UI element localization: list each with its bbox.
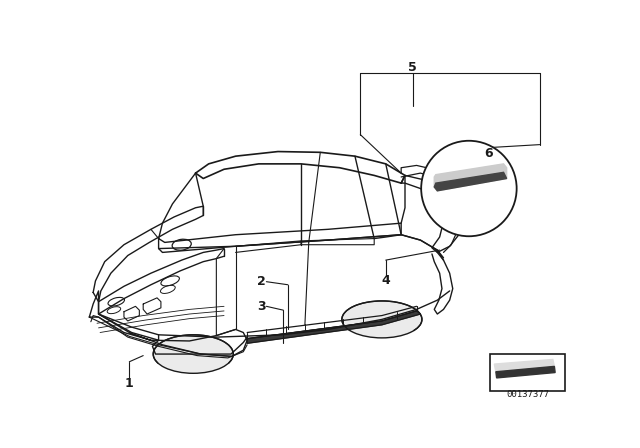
Polygon shape <box>435 164 507 191</box>
Polygon shape <box>247 311 420 343</box>
Text: 6: 6 <box>484 147 492 160</box>
Text: 00137377: 00137377 <box>506 390 549 399</box>
Polygon shape <box>494 359 554 372</box>
Ellipse shape <box>342 301 422 338</box>
Text: 2: 2 <box>257 275 266 288</box>
Polygon shape <box>496 366 555 378</box>
Bar <box>490 354 565 391</box>
Text: 5: 5 <box>408 61 417 74</box>
Polygon shape <box>435 172 507 191</box>
Text: 1: 1 <box>125 377 134 390</box>
Ellipse shape <box>153 335 234 373</box>
Text: 3: 3 <box>257 300 266 313</box>
Text: 4: 4 <box>381 275 390 288</box>
Circle shape <box>421 141 516 236</box>
